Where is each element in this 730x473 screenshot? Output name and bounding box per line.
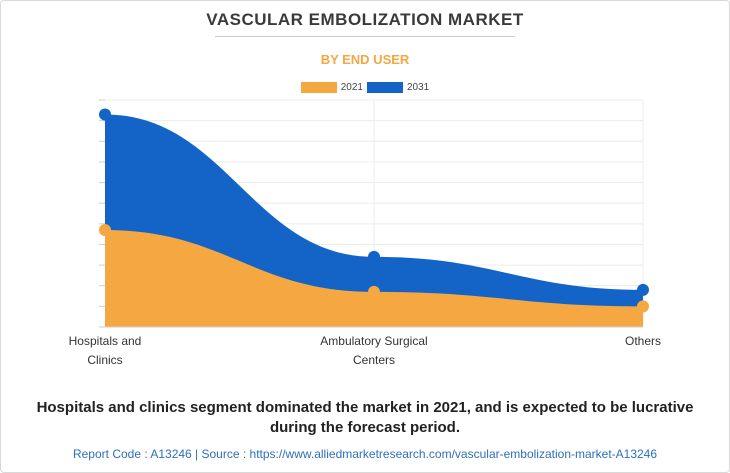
source-footer: Report Code : A13246 | Source : https://… bbox=[72, 447, 658, 461]
legend-label-2031: 2031 bbox=[407, 81, 430, 93]
title-divider bbox=[215, 36, 515, 37]
area-series-2021 bbox=[105, 230, 643, 327]
x-tick-label: Ambulatory Surgical Centers bbox=[320, 334, 427, 367]
summary-line-2: during the forecast period. bbox=[269, 419, 461, 436]
legend-swatch-2021 bbox=[300, 81, 337, 93]
legend-label-2021: 2021 bbox=[340, 81, 363, 93]
summary-line-1: Hospitals and clinics segment dominated … bbox=[36, 399, 694, 416]
data-point-2021 bbox=[368, 285, 380, 298]
legend-item-2031[interactable]: 2031 bbox=[367, 81, 430, 93]
legend: 2021 2031 bbox=[0, 80, 730, 94]
legend-item-2021[interactable]: 2021 bbox=[300, 81, 363, 93]
data-point-2031 bbox=[99, 108, 111, 121]
x-tick-label: Others bbox=[625, 334, 661, 348]
summary-text: Hospitals and clinics segment dominated … bbox=[0, 398, 730, 438]
chart-subtitle: BY END USER bbox=[320, 52, 410, 67]
data-point-2031 bbox=[368, 250, 380, 263]
data-point-2021 bbox=[99, 224, 111, 237]
area-chart: Hospitals and Clinics Ambulatory Surgical C… bbox=[69, 99, 661, 367]
data-point-2031 bbox=[637, 283, 649, 296]
data-point-2021 bbox=[637, 300, 649, 313]
chart-title: VASCULAR EMBOLIZATION MARKET bbox=[206, 10, 524, 29]
legend-swatch-2031 bbox=[367, 81, 403, 93]
x-tick-label: Hospitals and Clinics bbox=[69, 334, 142, 367]
